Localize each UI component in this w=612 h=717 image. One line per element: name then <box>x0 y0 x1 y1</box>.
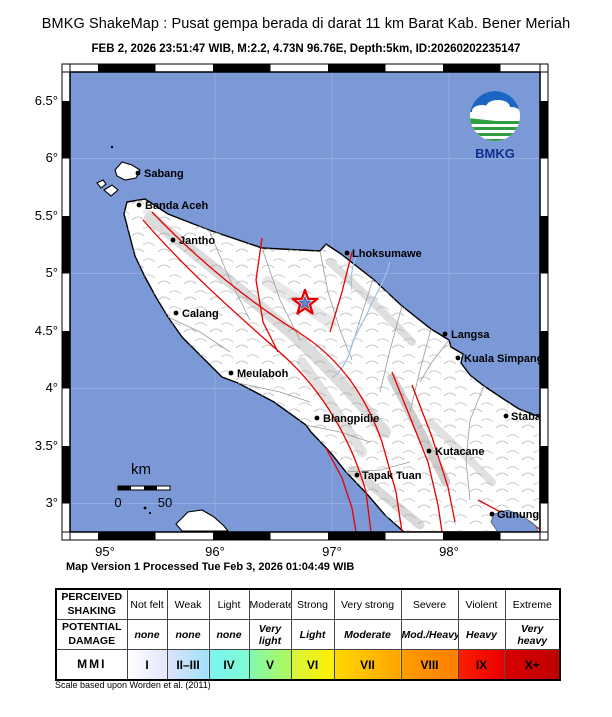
mmi-cell: X+ <box>504 649 561 681</box>
city-calang: Calang <box>173 308 219 320</box>
row-potential-damage: POTENTIAL DAMAGE none none none Very lig… <box>55 619 561 650</box>
lat-axis-labels: 6.5° 6° 5.5° 5° 4.5° 4° 3.5° 3° <box>35 93 58 510</box>
mmi-cell: V <box>248 649 292 681</box>
svg-text:6.5°: 6.5° <box>35 93 58 108</box>
mmi-cell: VI <box>290 649 335 681</box>
shaking-cell: Moderate <box>248 588 292 620</box>
row-mmi: MMI I II–III IV V VI VII VIII IX X+ <box>55 649 561 681</box>
shaking-cell: Light <box>208 588 250 620</box>
islands <box>96 145 230 532</box>
row-header-mmi: MMI <box>55 649 128 681</box>
city-tapak-tuan: Tapak Tuan <box>354 470 422 482</box>
svg-text:3°: 3° <box>46 495 58 510</box>
svg-text:3.5°: 3.5° <box>35 438 58 453</box>
shaking-cell: Weak <box>166 588 210 620</box>
damage-cell: Very light <box>248 619 292 650</box>
shaking-cell: Violent <box>457 588 506 620</box>
map-canvas: Sabang Banda Aceh Jantho Lhoksumawe Cala… <box>70 72 549 532</box>
svg-text:Gunung T: Gunung T <box>497 509 549 521</box>
svg-text:Jantho: Jantho <box>179 235 215 247</box>
legend-footnote: Scale based upon Worden et al. (2011) <box>55 680 211 690</box>
svg-text:Stabat: Stabat <box>511 411 545 423</box>
city-gunung-t: Gunung T <box>489 509 549 521</box>
epicenter-star <box>291 288 319 315</box>
svg-text:0: 0 <box>114 495 121 510</box>
city-stabat: Stabat <box>503 411 545 423</box>
svg-text:Sabang: Sabang <box>144 168 184 180</box>
svg-text:Kutacane: Kutacane <box>435 446 485 458</box>
city-blangpidie: Blangpidie <box>314 413 379 425</box>
damage-cell: Moderate <box>333 619 402 650</box>
svg-text:BMKG: BMKG <box>475 146 515 161</box>
mmi-cell: VIII <box>400 649 459 681</box>
shaking-cell: Severe <box>400 588 459 620</box>
city-langsa: Langsa <box>442 329 490 341</box>
shakemap-map: Sabang Banda Aceh Jantho Lhoksumawe Cala… <box>35 63 549 559</box>
svg-text:Kuala Simpang: Kuala Simpang <box>464 353 543 365</box>
city-jantho: Jantho <box>170 235 215 247</box>
city-sabang: Sabang <box>135 168 184 180</box>
city-lhoksumawe: Lhoksumawe <box>344 248 422 260</box>
svg-text:6°: 6° <box>46 150 58 165</box>
mmi-cell: IX <box>457 649 506 681</box>
city-kutacane: Kutacane <box>426 446 485 458</box>
city-markers: Sabang Banda Aceh Jantho Lhoksumawe Cala… <box>135 168 549 521</box>
lon-axis-labels: 95° 96° 97° 98° <box>95 544 459 559</box>
row-header-shaking: PERCEIVED SHAKING <box>55 588 128 620</box>
map-frame <box>61 63 549 541</box>
intensity-legend-table: PERCEIVED SHAKING Not felt Weak Light Mo… <box>55 588 561 681</box>
damage-cell: Very heavy <box>504 619 561 650</box>
event-subtitle: FEB 2, 2026 23:51:47 WIB, M:2.2, 4.73N 9… <box>91 43 521 55</box>
svg-text:Calang: Calang <box>182 308 219 320</box>
svg-text:4°: 4° <box>46 380 58 395</box>
svg-text:Tapak Tuan: Tapak Tuan <box>362 470 422 482</box>
svg-text:98°: 98° <box>439 544 459 559</box>
mmi-cell: I <box>126 649 168 681</box>
svg-text:Lhoksumawe: Lhoksumawe <box>352 248 422 260</box>
row-perceived-shaking: PERCEIVED SHAKING Not felt Weak Light Mo… <box>55 588 561 620</box>
city-banda-aceh: Banda Aceh <box>136 200 208 212</box>
shaking-cell: Very strong <box>333 588 402 620</box>
shaking-cell: Strong <box>290 588 335 620</box>
damage-cell: Heavy <box>457 619 506 650</box>
svg-text:Meulaboh: Meulaboh <box>237 368 289 380</box>
shaking-cell: Not felt <box>126 588 168 620</box>
map-version-caption: Map Version 1 Processed Tue Feb 3, 2026 … <box>66 561 355 573</box>
scale-bar: km 0 50 <box>114 461 172 510</box>
svg-text:Banda Aceh: Banda Aceh <box>145 200 208 212</box>
svg-text:Blangpidie: Blangpidie <box>323 413 379 425</box>
bmkg-logo: BMKG <box>470 91 520 161</box>
mmi-cell: II–III <box>166 649 210 681</box>
mmi-cell: VII <box>333 649 402 681</box>
svg-text:95°: 95° <box>95 544 115 559</box>
damage-cell: none <box>126 619 168 650</box>
row-header-damage: POTENTIAL DAMAGE <box>55 619 128 650</box>
admin-lines <box>167 229 485 501</box>
river-lines <box>331 255 391 379</box>
city-kuala-simpang: Kuala Simpang <box>455 353 543 365</box>
damage-cell: Mod./Heavy <box>400 619 459 650</box>
svg-text:96°: 96° <box>205 544 225 559</box>
damage-cell: Light <box>290 619 335 650</box>
svg-text:50: 50 <box>158 495 172 510</box>
svg-text:km: km <box>131 461 151 478</box>
svg-text:97°: 97° <box>322 544 342 559</box>
island-simeulue <box>175 509 230 532</box>
damage-cell: none <box>208 619 250 650</box>
lake-toba <box>490 509 539 532</box>
svg-text:5°: 5° <box>46 265 58 280</box>
mmi-cell: IV <box>208 649 250 681</box>
city-meulaboh: Meulaboh <box>228 368 289 380</box>
damage-cell: none <box>166 619 210 650</box>
page-title: BMKG ShakeMap : Pusat gempa berada di da… <box>41 16 571 32</box>
svg-text:Langsa: Langsa <box>451 329 490 341</box>
shaking-cell: Extreme <box>504 588 561 620</box>
svg-text:5.5°: 5.5° <box>35 208 58 223</box>
svg-text:4.5°: 4.5° <box>35 323 58 338</box>
